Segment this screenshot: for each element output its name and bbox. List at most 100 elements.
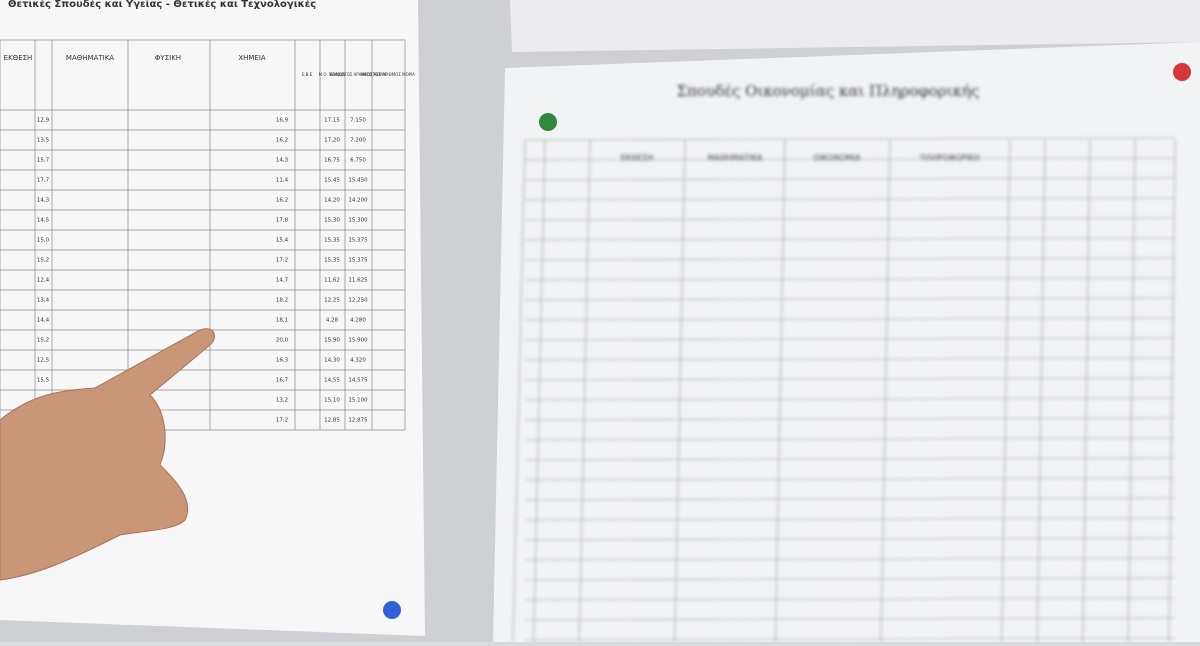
column-header: ΜΑΘΗΜΑΤΙΚΑ: [707, 154, 763, 163]
red-pin: [1173, 63, 1191, 81]
table-cell: 16,75: [324, 158, 340, 164]
table-cell: 14,20: [324, 198, 340, 204]
table-cell: 18,1: [276, 318, 288, 324]
grid-line: [524, 217, 1176, 221]
table-cell: 6.750: [350, 158, 366, 164]
column-header: ΕΛΑΧΙΣΤΟΣ ΑΡΙΘΜΟΣ ΜΟΡΙΑ: [330, 72, 387, 77]
column-header: ΧΗΜΕΙΑ: [238, 54, 266, 62]
column-header: Ε.Β.Ε: [302, 72, 313, 77]
table-cell: 15.300: [348, 218, 368, 224]
table-cell: 15,90: [324, 338, 340, 344]
column-header: ΜΕΓΙΣΤΟΣ ΑΡΙΘΜΟΣ ΜΟΡΙΑ: [361, 72, 415, 77]
table-cell: 15.100: [348, 398, 368, 404]
grid-line: [524, 537, 1176, 541]
table-cell: 11.625: [348, 278, 368, 284]
grid-line: [524, 397, 1176, 401]
table-cell: 17,2: [276, 418, 288, 424]
table-cell: 13,5: [37, 138, 50, 144]
grid-line: [524, 597, 1176, 601]
right-table: Σπουδές Οικονομίας και Πληροφορικής ΕΚΘΕ…: [512, 82, 1176, 643]
grid-line: [524, 377, 1176, 381]
table-cell: 12.250: [348, 298, 368, 304]
table-cell: 16,2: [276, 138, 288, 144]
table-cell: 15,7: [37, 158, 50, 164]
table-cell: 12,9: [37, 118, 50, 124]
table-cell: 14,4: [37, 318, 50, 324]
grid-line: [524, 317, 1176, 321]
table-cell: 14,3: [276, 158, 289, 164]
grid-line: [524, 237, 1176, 241]
grid-line: [533, 139, 546, 643]
grid-line: [775, 139, 786, 643]
column-header: ΕΚΘΕΣΗ: [621, 154, 654, 163]
table-cell: 15.375: [348, 258, 368, 264]
table-cell: 11,62: [324, 278, 340, 284]
column-header: ΦΥΣΙΚΗ: [155, 54, 181, 62]
table-cell: 14.575: [348, 378, 368, 384]
right-title: Σπουδές Οικονομίας και Πληροφορικής: [677, 82, 980, 100]
table-cell: 15,2: [37, 258, 49, 264]
column-header: ΜΑΘΗΜΑΤΙΚΑ: [66, 54, 114, 62]
table-cell: 15,30: [324, 218, 340, 224]
right-sheet: [493, 42, 1200, 642]
grid-line: [524, 517, 1176, 521]
table-cell: 15,35: [324, 238, 340, 244]
table-cell: 16,9: [276, 118, 289, 124]
table-cell: 17,8: [276, 218, 289, 224]
table-cell: 14,30: [324, 358, 340, 364]
table-cell: 13,4: [37, 298, 50, 304]
grid-line: [524, 577, 1176, 581]
grid-line: [524, 277, 1176, 281]
table-cell: 17,2: [276, 258, 288, 264]
table-cell: 4.320: [350, 358, 366, 364]
grid-line: [524, 637, 1176, 641]
table-cell: 12.875: [348, 418, 368, 424]
table-cell: 15.900: [348, 338, 368, 344]
table-cell: 17,20: [324, 138, 340, 144]
grid-line: [524, 557, 1176, 561]
table-cell: 4,28: [326, 318, 339, 324]
grid-line: [524, 157, 1176, 161]
grid-line: [524, 497, 1176, 501]
grid-line: [524, 337, 1176, 341]
grid-line: [524, 457, 1176, 461]
table-cell: 17,7: [37, 178, 50, 184]
left-title: Θετικές Σπουδές και Υγείας - Θετικές και…: [8, 0, 316, 10]
column-header: ΕΚΘΕΣΗ: [4, 54, 33, 62]
grid-line: [524, 417, 1176, 421]
table-cell: 15.375: [348, 238, 368, 244]
table-cell: 15.450: [348, 178, 368, 184]
grid-line: [524, 617, 1176, 621]
table-cell: 12,4: [37, 278, 50, 284]
column-header: ΠΛΗΡΟΦΟΡΙΚΗ: [920, 154, 980, 163]
table-cell: 15,10: [324, 398, 340, 404]
table-cell: 15,2: [37, 338, 49, 344]
grid-line: [524, 197, 1176, 201]
blue-pin: [383, 601, 401, 619]
column-header: Μ.Ο. ΜΟΡΙΩΝ: [319, 72, 346, 77]
table-cell: 7.200: [350, 138, 366, 144]
table-cell: 4.280: [350, 318, 366, 324]
pointing-hand: [0, 328, 215, 581]
column-header: ΟΙΚΟΝΟΜΙΑ: [813, 154, 861, 163]
table-cell: 15,0: [37, 238, 50, 244]
green-pin: [539, 113, 557, 131]
top-sheet: [510, 0, 1200, 52]
table-cell: 15,45: [324, 178, 340, 184]
grid-line: [524, 357, 1176, 361]
table-cell: 11,4: [276, 178, 289, 184]
grid-line: [524, 257, 1176, 261]
table-cell: 16,2: [276, 198, 288, 204]
table-cell: 13,2: [276, 398, 288, 404]
table-cell: 14,5: [37, 218, 50, 224]
table-cell: 7.150: [350, 118, 366, 124]
grid-line: [524, 297, 1176, 301]
table-cell: 12,25: [324, 298, 340, 304]
table-cell: 17,15: [324, 118, 340, 124]
table-cell: 15,35: [324, 258, 340, 264]
table-cell: 12,85: [324, 418, 340, 424]
grid-line: [524, 137, 1176, 141]
grid-line: [578, 139, 591, 643]
grid-line: [674, 139, 686, 643]
